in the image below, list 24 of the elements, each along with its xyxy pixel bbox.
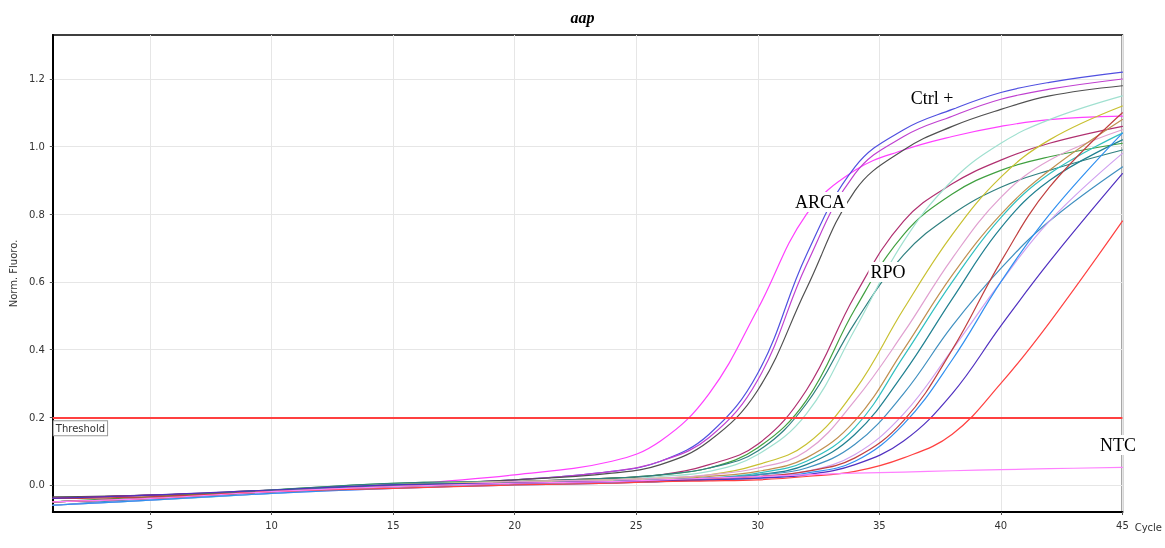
x-tick-label: 40: [994, 519, 1008, 531]
annotation: Ctrl +: [910, 88, 954, 108]
annotation: RPO: [870, 262, 906, 282]
x-axis-title: Cycle: [1134, 521, 1162, 533]
chart-title: aap: [570, 8, 595, 27]
y-tick-label: 0.2: [28, 411, 45, 423]
x-tick-label: 15: [386, 519, 400, 531]
y-tick-label: 1.2: [28, 73, 45, 85]
x-tick-label: 25: [629, 519, 643, 531]
y-tick-label: 1.0: [28, 141, 45, 153]
ref-line-label: Threshold: [54, 422, 106, 434]
y-tick-label: 0.0: [28, 479, 45, 491]
annotation: ARCA: [794, 192, 846, 212]
x-tick-label: 5: [146, 519, 154, 531]
y-tick-label: 0.8: [28, 208, 45, 220]
annotation: NTC: [1100, 435, 1136, 455]
y-axis-title: Norm. Fluoro.: [7, 239, 19, 308]
x-tick-label: 30: [751, 519, 765, 531]
x-tick-label: 10: [265, 519, 278, 531]
x-tick-label: 35: [872, 519, 886, 531]
y-tick-label: 0.4: [28, 344, 45, 356]
x-tick-label: 20: [508, 519, 522, 531]
x-tick-label: 45: [1116, 519, 1129, 531]
y-tick-label: 0.6: [28, 276, 45, 288]
